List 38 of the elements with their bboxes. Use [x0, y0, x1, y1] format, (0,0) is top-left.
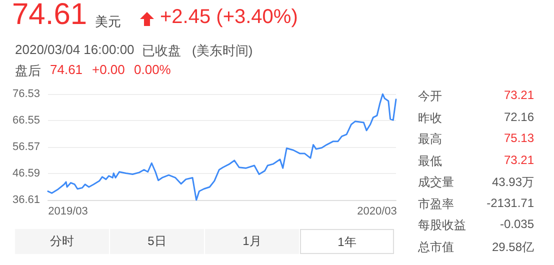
text: 0.00%	[134, 62, 171, 77]
text: 最高	[418, 132, 442, 146]
text: +0.00	[92, 62, 125, 77]
y-tick-label: 36.61	[12, 194, 40, 206]
text: 73.21	[504, 88, 534, 102]
text: 总市值	[418, 240, 454, 254]
x-tick-label: 2019/03	[48, 206, 88, 218]
text: 73.21	[504, 152, 534, 166]
text: 2020/03/04 16:00:00	[15, 42, 134, 57]
text: 最低	[418, 154, 442, 168]
text: 1年	[300, 229, 394, 254]
text: 72.16	[504, 110, 534, 124]
text: 昨收	[418, 110, 442, 124]
text: 75.13	[504, 131, 534, 145]
line-series	[47, 93, 397, 201]
y-tick-label: 56.57	[12, 141, 40, 153]
text: +2.45 (+3.40%)	[160, 6, 298, 29]
y-tick-label: 76.53	[12, 88, 40, 100]
y-tick-label: 46.59	[12, 168, 40, 180]
text: 43.93万	[492, 174, 534, 191]
text: (美东时间)	[192, 42, 253, 60]
text: 美元	[95, 13, 121, 31]
text: 成交量	[418, 175, 454, 189]
text: 5日	[110, 229, 204, 254]
text: 今开	[418, 89, 442, 103]
text: 每股收益	[418, 218, 466, 232]
chart-title: 74.61	[50, 62, 83, 77]
text: 盘后	[15, 62, 41, 80]
text: 29.58亿	[492, 238, 534, 256]
text: 分时	[15, 229, 109, 254]
text: 1月	[205, 229, 299, 254]
x-tick-label: 2020/03	[357, 206, 397, 218]
text: -0.035	[500, 217, 534, 231]
y-tick-label: 66.55	[12, 114, 40, 126]
text: -2131.71	[486, 196, 534, 210]
text: 已收盘	[142, 42, 181, 60]
text: 74.61	[12, 0, 88, 32]
text: 市盈率	[418, 196, 454, 210]
